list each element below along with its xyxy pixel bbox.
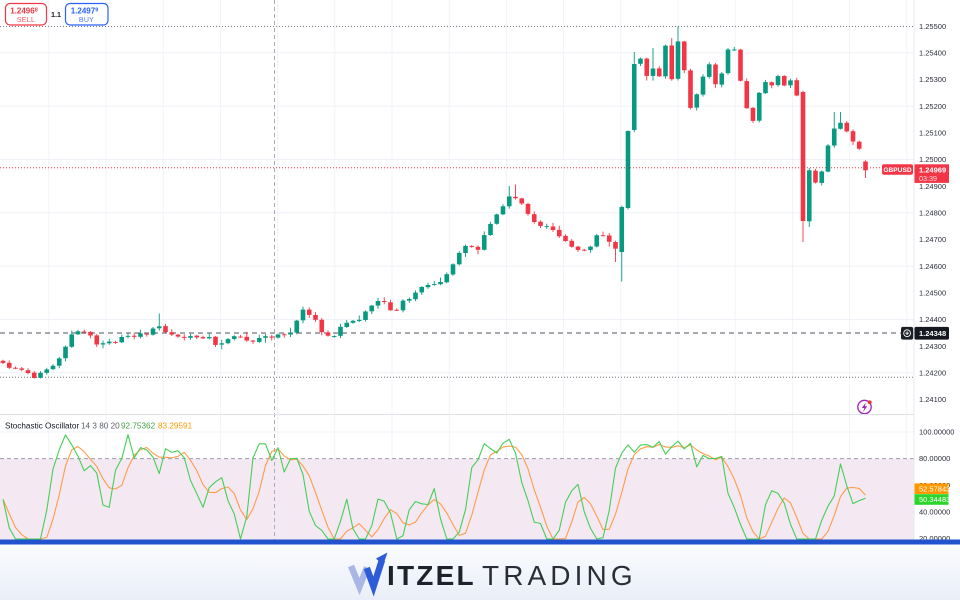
svg-text:GBPUSD: GBPUSD [883,167,911,174]
svg-text:1.25000: 1.25000 [919,155,946,164]
svg-text:1.24969: 1.24969 [919,165,946,174]
svg-text:1.24800: 1.24800 [919,208,946,217]
svg-text:1.24100: 1.24100 [919,395,946,404]
svg-text:SELL: SELL [17,17,35,24]
svg-text:20.00000: 20.00000 [919,534,950,543]
svg-text:ITZEL: ITZEL [387,560,476,591]
svg-text:1.25400: 1.25400 [919,48,946,57]
svg-text:52.57843: 52.57843 [919,484,950,493]
svg-text:40.00000: 40.00000 [919,508,950,517]
svg-text:03:39: 03:39 [919,174,937,183]
svg-text:1.25500: 1.25500 [919,22,946,31]
svg-text:1.24500: 1.24500 [919,288,946,297]
svg-text:14 3 80 20: 14 3 80 20 [81,422,120,431]
svg-text:Stochastic Oscillator: Stochastic Oscillator [5,422,79,431]
svg-text:1.24900: 1.24900 [919,182,946,191]
svg-text:TRADING: TRADING [482,560,637,591]
svg-text:1.24968: 1.24968 [10,7,38,16]
svg-text:1.24979: 1.24979 [71,7,99,16]
svg-text:1.24348: 1.24348 [919,329,946,338]
svg-text:BUY: BUY [79,17,94,24]
svg-text:1.24600: 1.24600 [919,262,946,271]
svg-text:50.34483: 50.34483 [919,495,950,504]
svg-text:1.24400: 1.24400 [919,315,946,324]
svg-text:100.00000: 100.00000 [919,428,954,437]
svg-text:1.25200: 1.25200 [919,102,946,111]
svg-text:1.1: 1.1 [51,10,61,19]
svg-text:1.25100: 1.25100 [919,128,946,137]
svg-text:83.29591: 83.29591 [158,422,193,431]
svg-text:1.24200: 1.24200 [919,368,946,377]
svg-text:92.75362: 92.75362 [121,422,156,431]
svg-text:1.24300: 1.24300 [919,342,946,351]
svg-text:80.00000: 80.00000 [919,454,950,463]
svg-text:1.24700: 1.24700 [919,235,946,244]
svg-text:1.25300: 1.25300 [919,75,946,84]
